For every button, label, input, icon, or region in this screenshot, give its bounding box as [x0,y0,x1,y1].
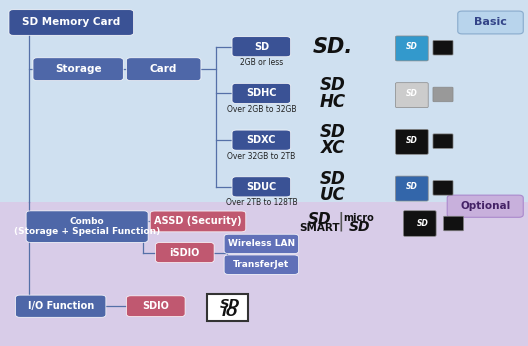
Text: SMART: SMART [299,224,340,233]
FancyBboxPatch shape [395,176,428,201]
Text: SD Memory Card: SD Memory Card [22,18,120,27]
Text: SD: SD [417,219,428,228]
FancyBboxPatch shape [433,181,453,195]
FancyBboxPatch shape [207,294,248,321]
Text: SDUC: SDUC [246,182,277,192]
Text: iSDIO: iSDIO [169,248,200,257]
FancyBboxPatch shape [224,234,299,254]
Text: Card: Card [150,64,177,74]
FancyBboxPatch shape [433,134,453,148]
FancyBboxPatch shape [444,216,464,231]
FancyBboxPatch shape [33,58,124,81]
Bar [0,0,528,202]
FancyBboxPatch shape [9,10,134,35]
Text: SD
XC: SD XC [320,123,345,157]
FancyBboxPatch shape [224,255,299,274]
FancyBboxPatch shape [16,295,106,317]
Text: SDIO: SDIO [143,301,169,311]
Text: micro: micro [344,213,374,223]
Text: Basic: Basic [474,18,507,27]
FancyBboxPatch shape [232,83,290,103]
FancyBboxPatch shape [127,58,201,81]
FancyBboxPatch shape [433,87,453,102]
Text: Optional: Optional [460,201,511,211]
FancyBboxPatch shape [26,211,148,242]
Text: SDHC: SDHC [246,89,277,98]
Text: SD: SD [406,42,418,51]
Text: SD: SD [308,212,331,227]
Text: SDXC: SDXC [247,135,276,145]
Text: |: | [337,212,344,231]
Text: SD: SD [406,136,418,145]
Text: IO: IO [222,306,238,319]
Text: TransferJet: TransferJet [233,260,289,269]
FancyBboxPatch shape [395,83,428,108]
FancyBboxPatch shape [155,243,214,263]
FancyBboxPatch shape [458,11,523,34]
FancyBboxPatch shape [232,130,290,150]
Text: SD
UC: SD UC [320,170,345,204]
Text: Combo
(Storage + Special Function): Combo (Storage + Special Function) [14,217,160,236]
Text: 2GB or less: 2GB or less [240,58,283,67]
Text: Storage: Storage [55,64,101,74]
Text: SD: SD [406,89,418,98]
FancyBboxPatch shape [395,129,428,154]
Text: SD: SD [254,42,269,52]
FancyBboxPatch shape [433,40,453,55]
Text: SD.: SD. [313,37,353,57]
FancyBboxPatch shape [403,211,436,236]
Text: Over 2TB to 128TB: Over 2TB to 128TB [225,198,297,207]
Bar [0,202,528,346]
Text: ASSD (Security): ASSD (Security) [154,217,242,226]
Text: I/O Function: I/O Function [27,301,94,311]
FancyBboxPatch shape [232,177,290,197]
FancyBboxPatch shape [395,36,428,61]
FancyBboxPatch shape [447,195,523,217]
Text: SD
HC: SD HC [319,76,346,111]
Text: Over 2GB to 32GB: Over 2GB to 32GB [227,105,296,114]
Text: Wireless LAN: Wireless LAN [228,239,295,248]
FancyBboxPatch shape [127,296,185,317]
FancyBboxPatch shape [150,211,246,232]
FancyBboxPatch shape [232,37,290,57]
Text: SD: SD [406,182,418,191]
Text: Over 32GB to 2TB: Over 32GB to 2TB [227,152,296,161]
Text: SD: SD [348,220,370,234]
Text: SD: SD [220,298,240,311]
